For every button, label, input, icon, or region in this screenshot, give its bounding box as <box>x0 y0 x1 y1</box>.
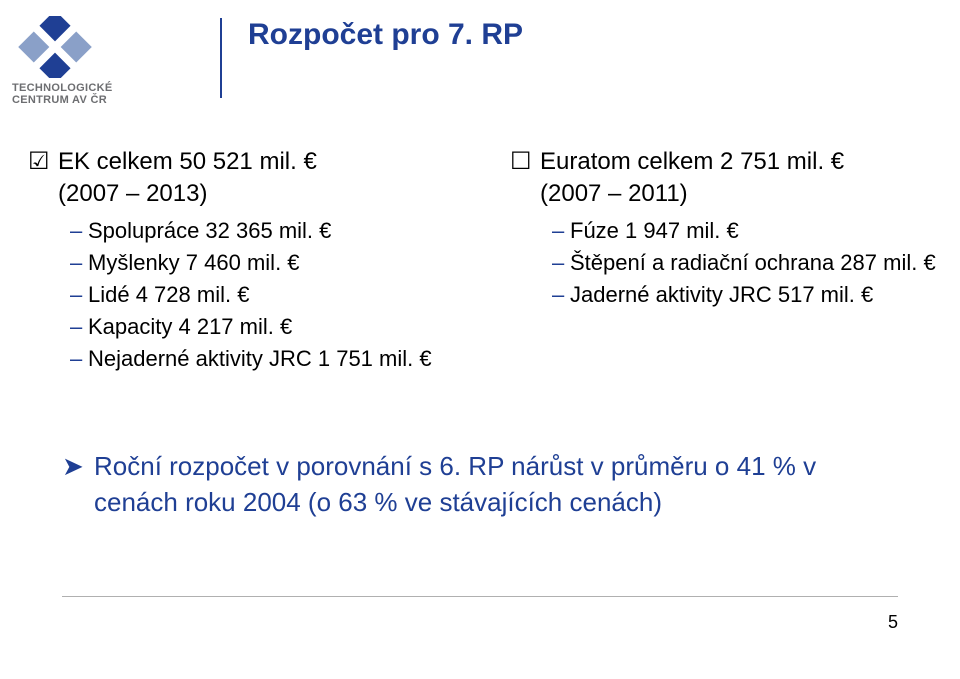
left-item-text: Myšlenky 7 460 mil. € <box>88 248 468 278</box>
left-item-text: Spolupráce 32 365 mil. € <box>88 216 468 246</box>
checkbox-empty-icon: ☐ <box>510 146 540 210</box>
dash-icon: – <box>552 280 570 310</box>
right-item: – Jaderné aktivity JRC 517 mil. € <box>552 280 950 310</box>
summary-text: Roční rozpočet v porovnání s 6. RP nárůs… <box>94 448 902 520</box>
right-column: ☐ Euratom celkem 2 751 mil. € (2007 – 20… <box>510 146 950 312</box>
arrow-right-icon: ➤ <box>62 448 94 520</box>
vertical-rule <box>220 18 222 98</box>
checkbox-checked-icon: ☑ <box>28 146 58 210</box>
left-item: – Kapacity 4 217 mil. € <box>70 312 468 342</box>
logo-text-line1: TECHNOLOGICKÉ <box>12 82 192 94</box>
left-item-text: Lidé 4 728 mil. € <box>88 280 468 310</box>
right-item-text: Jaderné aktivity JRC 517 mil. € <box>570 280 950 310</box>
left-heading-text: EK celkem 50 521 mil. € (2007 – 2013) <box>58 146 468 210</box>
dash-icon: – <box>70 216 88 246</box>
right-head1: Euratom celkem 2 751 mil. € <box>540 148 844 175</box>
right-heading-text: Euratom celkem 2 751 mil. € (2007 – 2011… <box>540 146 950 210</box>
page-title: Rozpočet pro 7. RP <box>248 18 523 52</box>
logo-text: TECHNOLOGICKÉ CENTRUM AV ČR <box>12 82 192 106</box>
left-item: – Lidé 4 728 mil. € <box>70 280 468 310</box>
right-item: – Štěpení a radiační ochrana 287 mil. € <box>552 248 950 278</box>
dash-icon: – <box>552 216 570 246</box>
left-head1: EK celkem 50 521 mil. € <box>58 148 317 175</box>
left-item-text: Kapacity 4 217 mil. € <box>88 312 468 342</box>
dash-icon: – <box>70 344 88 374</box>
logo-mark-icon <box>12 16 98 78</box>
right-head2: (2007 – 2011) <box>540 180 688 207</box>
right-item-text: Fúze 1 947 mil. € <box>570 216 950 246</box>
dash-icon: – <box>70 280 88 310</box>
logo: TECHNOLOGICKÉ CENTRUM AV ČR <box>12 16 192 106</box>
dash-icon: – <box>552 248 570 278</box>
left-heading: ☑ EK celkem 50 521 mil. € (2007 – 2013) <box>28 146 468 210</box>
left-head2: (2007 – 2013) <box>58 180 207 207</box>
dash-icon: – <box>70 248 88 278</box>
left-item: – Nejaderné aktivity JRC 1 751 mil. € <box>70 344 468 374</box>
right-item: – Fúze 1 947 mil. € <box>552 216 950 246</box>
left-item-text: Nejaderné aktivity JRC 1 751 mil. € <box>88 344 468 374</box>
left-column: ☑ EK celkem 50 521 mil. € (2007 – 2013) … <box>28 146 468 376</box>
right-heading: ☐ Euratom celkem 2 751 mil. € (2007 – 20… <box>510 146 950 210</box>
summary: ➤ Roční rozpočet v porovnání s 6. RP nár… <box>62 448 902 520</box>
footer-rule <box>62 596 898 597</box>
logo-text-line2: CENTRUM AV ČR <box>12 94 192 106</box>
page-number: 5 <box>888 612 898 633</box>
dash-icon: – <box>70 312 88 342</box>
left-item: – Spolupráce 32 365 mil. € <box>70 216 468 246</box>
left-item: – Myšlenky 7 460 mil. € <box>70 248 468 278</box>
right-item-text: Štěpení a radiační ochrana 287 mil. € <box>570 248 950 278</box>
